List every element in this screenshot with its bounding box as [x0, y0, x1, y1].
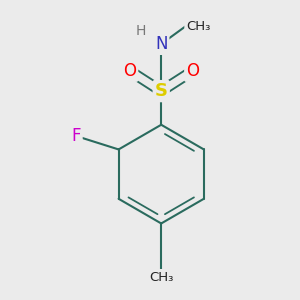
Text: F: F: [71, 127, 81, 145]
Text: O: O: [186, 62, 199, 80]
Text: CH₃: CH₃: [186, 20, 210, 33]
Text: CH₃: CH₃: [149, 271, 173, 284]
Text: N: N: [155, 35, 167, 53]
Text: S: S: [155, 82, 168, 100]
Text: H: H: [136, 24, 146, 38]
Text: O: O: [123, 62, 136, 80]
